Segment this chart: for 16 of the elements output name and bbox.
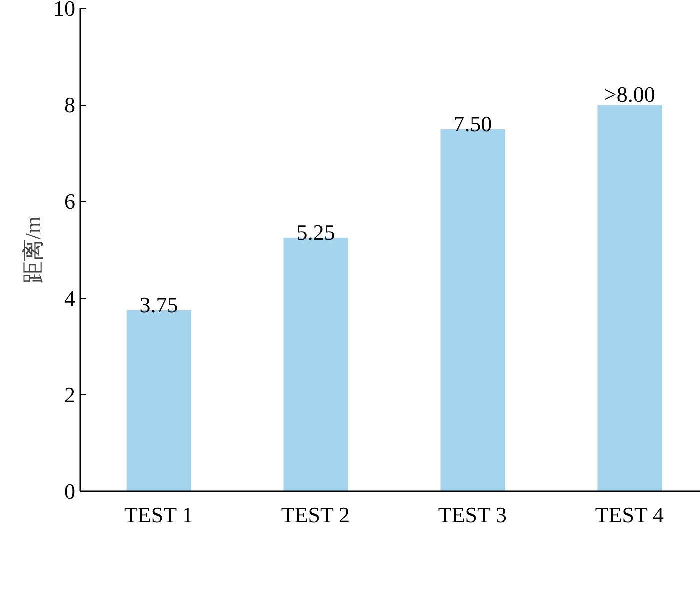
data-label: 3.75 (140, 292, 178, 318)
y-tick-label: 2 (64, 382, 76, 408)
y-tick-label: 4 (64, 286, 76, 311)
y-tick-label: 0 (64, 479, 76, 504)
data-label: 5.25 (296, 220, 336, 245)
x-tick-label: TEST 1 (124, 502, 194, 528)
y-tick-label: 10 (54, 0, 76, 21)
y-tick-label: 8 (64, 92, 76, 118)
data-label: 7.50 (454, 111, 492, 136)
y-tick-label: 6 (64, 189, 76, 214)
x-tick-label: TEST 2 (281, 502, 350, 528)
x-tick-label: TEST 3 (438, 502, 508, 528)
bar (598, 105, 662, 492)
x-tick-label: TEST 4 (595, 502, 664, 528)
y-axis-title: 距离/m (20, 216, 46, 284)
data-label: >8.00 (604, 82, 656, 108)
